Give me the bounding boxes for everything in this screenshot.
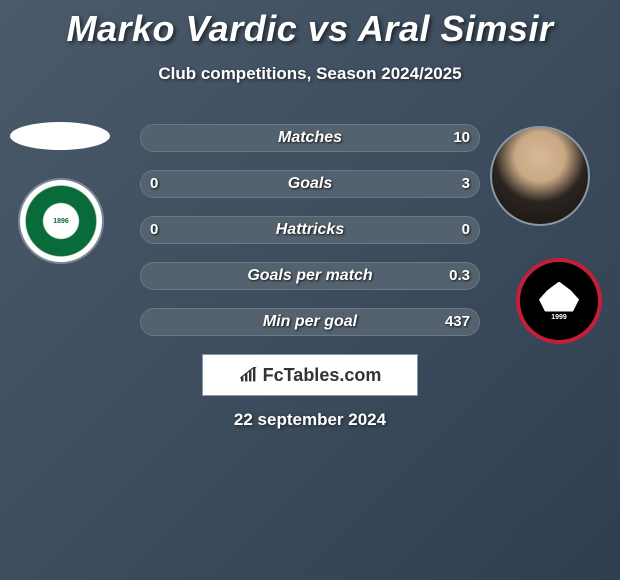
stat-val-right: 437 — [445, 308, 470, 336]
stat-label: Matches — [140, 124, 480, 152]
stat-label: Goals — [140, 170, 480, 198]
stat-val-right: 0 — [462, 216, 470, 244]
stat-row: Min per goal 437 — [140, 308, 480, 336]
stat-val-right: 3 — [462, 170, 470, 198]
chart-icon — [239, 367, 259, 383]
source-logo[interactable]: FcTables.com — [202, 354, 418, 396]
player-left-photo — [10, 122, 110, 150]
stat-label: Goals per match — [140, 262, 480, 290]
stat-val-right: 0.3 — [449, 262, 470, 290]
stats-container: Matches 10 Goals 0 3 Hattricks 0 0 Goals… — [140, 124, 480, 354]
stat-val-left: 0 — [150, 216, 158, 244]
stat-row: Matches 10 — [140, 124, 480, 152]
comparison-title: Marko Vardic vs Aral Simsir — [0, 0, 620, 50]
club-left-year: 1896 — [53, 218, 69, 225]
stat-row: Goals per match 0.3 — [140, 262, 480, 290]
comparison-date: 22 september 2024 — [0, 410, 620, 430]
stat-row: Goals 0 3 — [140, 170, 480, 198]
stat-row: Hattricks 0 0 — [140, 216, 480, 244]
stat-val-left: 0 — [150, 170, 158, 198]
club-right-year: 1999 — [551, 314, 567, 321]
club-badge-left: 1896 — [18, 178, 104, 264]
source-logo-text: FcTables.com — [263, 365, 382, 386]
stat-label: Hattricks — [140, 216, 480, 244]
stat-label: Min per goal — [140, 308, 480, 336]
comparison-subtitle: Club competitions, Season 2024/2025 — [0, 64, 620, 84]
stat-val-right: 10 — [453, 124, 470, 152]
player-right-photo — [490, 126, 590, 226]
club-right-emblem-icon — [539, 282, 579, 312]
club-badge-right: 1999 — [516, 258, 602, 344]
